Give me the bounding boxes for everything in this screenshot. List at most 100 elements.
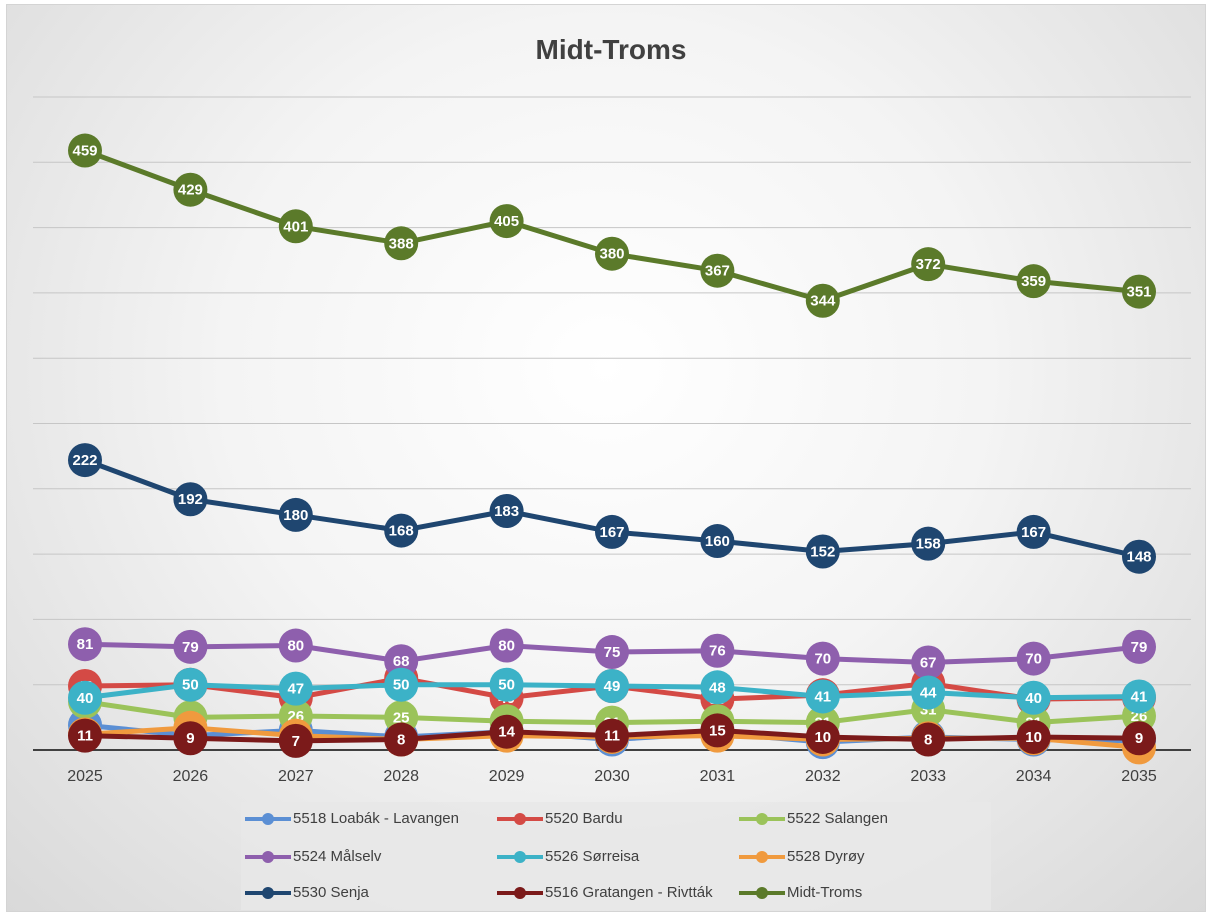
data-label: 158 (916, 536, 941, 553)
data-point (595, 718, 629, 753)
data-point (384, 226, 419, 261)
data-point (489, 628, 524, 663)
data-label: 9 (186, 730, 194, 747)
series-line (84, 148, 1140, 304)
series-group: 81 79 80 68 80 75 76 70 67 70 79 (68, 627, 1156, 680)
legend-label: 5530 Senja (293, 884, 369, 901)
data-point (1016, 514, 1051, 549)
data-point (805, 719, 840, 754)
data-point (173, 482, 208, 517)
data-point (173, 667, 208, 702)
legend-label: 5524 Målselv (293, 848, 382, 865)
legend-marker (497, 886, 543, 899)
data-point (68, 443, 102, 478)
data-point (278, 497, 313, 532)
data-point (384, 667, 419, 702)
data-point (278, 628, 313, 663)
data-point (700, 633, 735, 668)
data-label: 405 (494, 213, 519, 230)
data-label: 372 (916, 256, 941, 273)
series-group: 11 9 7 8 14 11 15 10 8 10 9 (68, 713, 1156, 758)
legend-marker (245, 812, 291, 825)
x-tick-label: 2030 (594, 768, 630, 785)
x-tick-label: 2027 (278, 768, 314, 785)
data-point (911, 675, 946, 710)
data-label: 79 (1131, 639, 1148, 656)
data-label: 50 (182, 677, 199, 694)
legend-label: Midt-Troms (787, 884, 863, 901)
x-tick-label: 2035 (1121, 768, 1157, 785)
data-point (911, 247, 946, 282)
data-label: 70 (1025, 651, 1042, 668)
data-label: 9 (1135, 730, 1143, 747)
data-label: 167 (1021, 524, 1046, 541)
data-point (911, 645, 946, 680)
data-point (805, 283, 840, 318)
legend-item: 5518 Loabák - Lavangen (245, 810, 459, 827)
data-label: 75 (604, 644, 621, 661)
data-label: 11 (77, 728, 93, 745)
x-axis-labels: 2025 2026 2027 2028 2029 2030 2031 2032 2033 2034… (67, 768, 1157, 785)
series-group: 459 429 401 388 405 380 367 344 372 359 351 (68, 133, 1156, 318)
data-label: 167 (599, 524, 624, 541)
data-label: 15 (709, 722, 726, 739)
legend-label: 5522 Salangen (787, 810, 888, 827)
data-label: 50 (498, 677, 515, 694)
data-point (173, 172, 208, 207)
data-label: 79 (182, 639, 199, 656)
data-label: 80 (498, 638, 515, 655)
data-label: 67 (920, 654, 937, 671)
legend-marker (739, 850, 785, 863)
data-point (68, 680, 102, 715)
data-label: 7 (292, 733, 300, 750)
data-label: 11 (604, 728, 620, 745)
data-label: 459 (72, 143, 97, 160)
data-point (384, 722, 419, 757)
data-point (384, 644, 419, 679)
legend-label: 5528 Dyrøy (787, 848, 865, 865)
data-point (805, 641, 840, 676)
data-point (805, 534, 840, 569)
data-point (278, 209, 313, 244)
data-point (1016, 719, 1051, 754)
legend-label: 5518 Loabák - Lavangen (293, 810, 459, 827)
legend-item: 5520 Bardu (497, 810, 623, 827)
chart-frame: Midt-Troms 19111510148136108749504055404… (6, 4, 1206, 912)
data-label: 351 (1126, 284, 1151, 301)
data-label: 49 (604, 678, 621, 695)
data-point (489, 494, 524, 529)
data-point (68, 133, 102, 168)
legend-item: 5528 Dyrøy (739, 848, 865, 865)
data-point (489, 667, 524, 702)
data-label: 168 (389, 523, 414, 540)
data-label: 222 (72, 452, 97, 469)
data-label: 367 (705, 263, 730, 280)
data-point (700, 670, 735, 705)
data-point (173, 629, 208, 664)
legend-marker (245, 850, 291, 863)
legend-item: 5530 Senja (245, 884, 369, 901)
data-point (173, 721, 208, 756)
data-label: 429 (178, 182, 203, 199)
data-label: 50 (393, 677, 410, 694)
series-group: 222 192 180 168 183 167 160 152 158 167 148 (68, 443, 1156, 574)
data-point (489, 204, 524, 239)
data-label: 388 (389, 235, 414, 252)
data-point (1122, 274, 1156, 309)
data-label: 40 (1025, 690, 1042, 707)
data-point (1122, 721, 1156, 756)
chart-title: Midt-Troms (536, 34, 687, 65)
legend-item: 5522 Salangen (739, 810, 888, 827)
data-point (911, 722, 946, 757)
legend-marker (497, 812, 543, 825)
data-label: 344 (810, 293, 836, 310)
data-point (595, 635, 629, 670)
data-label: 47 (287, 681, 304, 698)
data-label: 180 (283, 507, 308, 524)
line-chart: Midt-Troms 19111510148136108749504055404… (33, 34, 1191, 785)
data-point (595, 236, 629, 271)
data-label: 380 (599, 246, 624, 263)
data-label: 10 (1025, 729, 1042, 746)
data-point (384, 513, 419, 548)
data-point (700, 253, 735, 288)
